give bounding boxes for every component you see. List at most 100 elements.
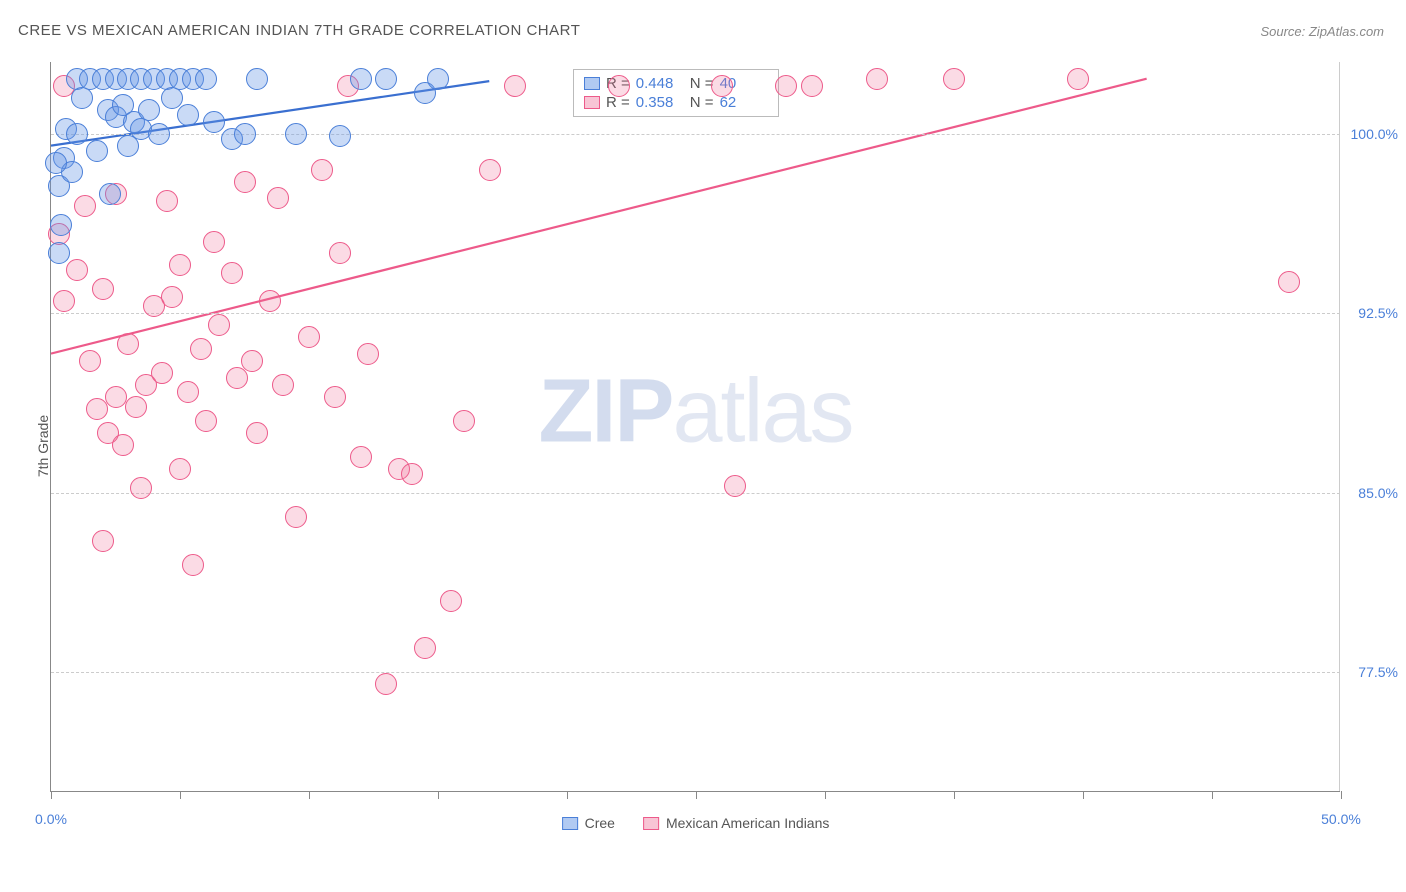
scatter-point	[311, 159, 333, 181]
series-legend-item: Mexican American Indians	[643, 815, 829, 831]
scatter-point	[169, 254, 191, 276]
legend-r-value: 0.358	[636, 94, 684, 111]
legend-swatch	[562, 817, 578, 830]
scatter-point	[112, 434, 134, 456]
scatter-point	[203, 231, 225, 253]
x-tick	[567, 791, 568, 799]
legend-r-value: 0.448	[636, 75, 684, 92]
scatter-point	[375, 673, 397, 695]
scatter-point	[401, 463, 423, 485]
legend-swatch	[584, 77, 600, 90]
scatter-point	[259, 290, 281, 312]
scatter-point	[177, 104, 199, 126]
scatter-point	[1278, 271, 1300, 293]
scatter-point	[479, 159, 501, 181]
scatter-point	[195, 68, 217, 90]
scatter-point	[99, 183, 121, 205]
scatter-point	[427, 68, 449, 90]
scatter-point	[86, 140, 108, 162]
y-tick-label: 100.0%	[1351, 126, 1398, 142]
legend-n-value: 62	[720, 94, 768, 111]
scatter-point	[66, 123, 88, 145]
scatter-point	[48, 242, 70, 264]
y-tick-label: 77.5%	[1358, 664, 1398, 680]
scatter-point	[272, 374, 294, 396]
chart-right-border	[1339, 62, 1340, 791]
x-tick	[309, 791, 310, 799]
gridline-h	[51, 313, 1340, 314]
scatter-point	[298, 326, 320, 348]
scatter-point	[234, 123, 256, 145]
source-attribution: Source: ZipAtlas.com	[1260, 24, 1384, 39]
scatter-point	[203, 111, 225, 133]
legend-swatch	[584, 96, 600, 109]
series-legend-label: Mexican American Indians	[666, 815, 829, 831]
scatter-point	[74, 195, 96, 217]
scatter-point	[71, 87, 93, 109]
series-legend: Cree Mexican American Indians	[562, 815, 830, 831]
scatter-point	[190, 338, 212, 360]
series-legend-item: Cree	[562, 815, 615, 831]
y-tick-label: 85.0%	[1358, 485, 1398, 501]
scatter-point	[151, 362, 173, 384]
scatter-point	[329, 242, 351, 264]
scatter-point	[246, 68, 268, 90]
correlation-legend-box: R =0.448N =40R =0.358N =62	[573, 69, 779, 117]
scatter-point	[92, 278, 114, 300]
scatter-point	[866, 68, 888, 90]
scatter-point	[156, 190, 178, 212]
x-tick	[954, 791, 955, 799]
chart-title: CREE VS MEXICAN AMERICAN INDIAN 7TH GRAD…	[18, 22, 580, 39]
scatter-point	[324, 386, 346, 408]
scatter-point	[943, 68, 965, 90]
scatter-point	[801, 75, 823, 97]
scatter-point	[148, 123, 170, 145]
scatter-point	[608, 75, 630, 97]
scatter-point	[285, 506, 307, 528]
scatter-point	[453, 410, 475, 432]
gridline-h	[51, 672, 1340, 673]
x-tick-label: 50.0%	[1321, 811, 1361, 827]
scatter-point	[125, 396, 147, 418]
legend-swatch	[643, 817, 659, 830]
watermark-text: ZIPatlas	[538, 360, 852, 463]
scatter-point	[161, 286, 183, 308]
scatter-point	[138, 99, 160, 121]
watermark-atlas: atlas	[672, 361, 852, 461]
x-tick	[51, 791, 52, 799]
series-legend-label: Cree	[585, 815, 615, 831]
scatter-point	[50, 214, 72, 236]
scatter-point	[724, 475, 746, 497]
x-tick	[1212, 791, 1213, 799]
scatter-point	[775, 75, 797, 97]
legend-row: R =0.358N =62	[584, 93, 768, 112]
scatter-point	[241, 350, 263, 372]
scatter-point	[226, 367, 248, 389]
scatter-point	[329, 125, 351, 147]
x-tick	[1341, 791, 1342, 799]
x-tick-label: 0.0%	[35, 811, 67, 827]
x-tick	[825, 791, 826, 799]
y-axis-label: 7th Grade	[35, 415, 51, 477]
scatter-point	[234, 171, 256, 193]
scatter-point	[221, 262, 243, 284]
scatter-point	[267, 187, 289, 209]
scatter-point	[208, 314, 230, 336]
chart-plot-area: ZIPatlas R =0.448N =40R =0.358N =62 Cree…	[50, 62, 1340, 792]
scatter-point	[504, 75, 526, 97]
scatter-point	[130, 477, 152, 499]
scatter-point	[246, 422, 268, 444]
x-tick	[438, 791, 439, 799]
scatter-point	[182, 554, 204, 576]
scatter-point	[92, 530, 114, 552]
legend-n-label: N =	[690, 94, 714, 111]
scatter-point	[66, 259, 88, 281]
scatter-point	[414, 637, 436, 659]
scatter-point	[357, 343, 379, 365]
y-tick-label: 92.5%	[1358, 305, 1398, 321]
scatter-point	[375, 68, 397, 90]
scatter-point	[350, 68, 372, 90]
scatter-point	[440, 590, 462, 612]
scatter-point	[105, 386, 127, 408]
scatter-point	[350, 446, 372, 468]
